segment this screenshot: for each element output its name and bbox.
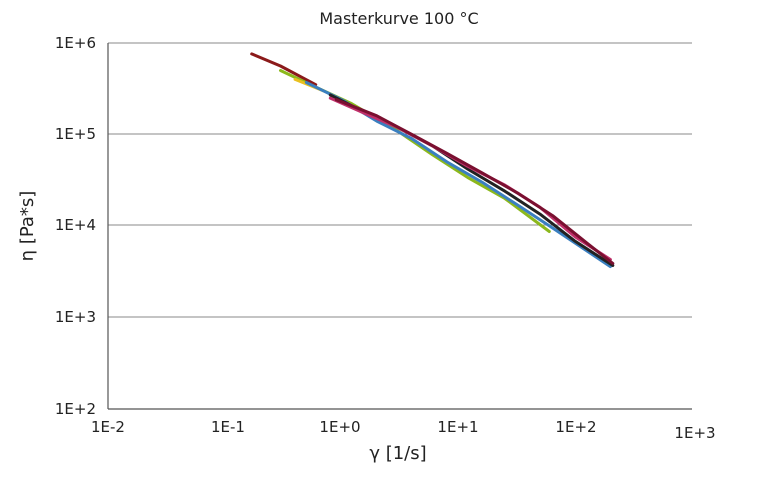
series-line-1 (250, 52, 318, 87)
y-tick-label: 1E+5 (55, 125, 96, 143)
x-tick-label: 1E-1 (211, 418, 245, 436)
y-tick-label: 1E+4 (55, 216, 96, 234)
series-layer (250, 52, 615, 269)
chart-title: Masterkurve 100 °C (319, 9, 478, 28)
series-line-2 (279, 69, 551, 233)
x-tick-label: 1E+1 (437, 418, 478, 436)
x-tick-label: 1E+0 (319, 418, 360, 436)
series-line-4 (304, 81, 612, 269)
x-tick-label: 1E-2 (91, 418, 125, 436)
grid-lines (108, 42, 692, 318)
y-axis-label: η [Pa*s] (17, 191, 38, 262)
series-line-7 (334, 98, 615, 265)
y-tick-label: 1E+2 (55, 400, 96, 418)
y-tick-label: 1E+3 (55, 308, 96, 326)
x-tick-label: 1E+2 (555, 418, 596, 436)
x-axis-label: γ [1/s] (369, 443, 426, 464)
y-tick-label: 1E+6 (55, 34, 96, 52)
x-tick-labels: 1E-2 1E-1 1E+0 1E+1 1E+2 1E+3 (91, 418, 716, 442)
y-tick-labels: 1E+2 1E+3 1E+4 1E+5 1E+6 (55, 34, 96, 418)
x-tick-label: 1E+3 (674, 424, 715, 442)
